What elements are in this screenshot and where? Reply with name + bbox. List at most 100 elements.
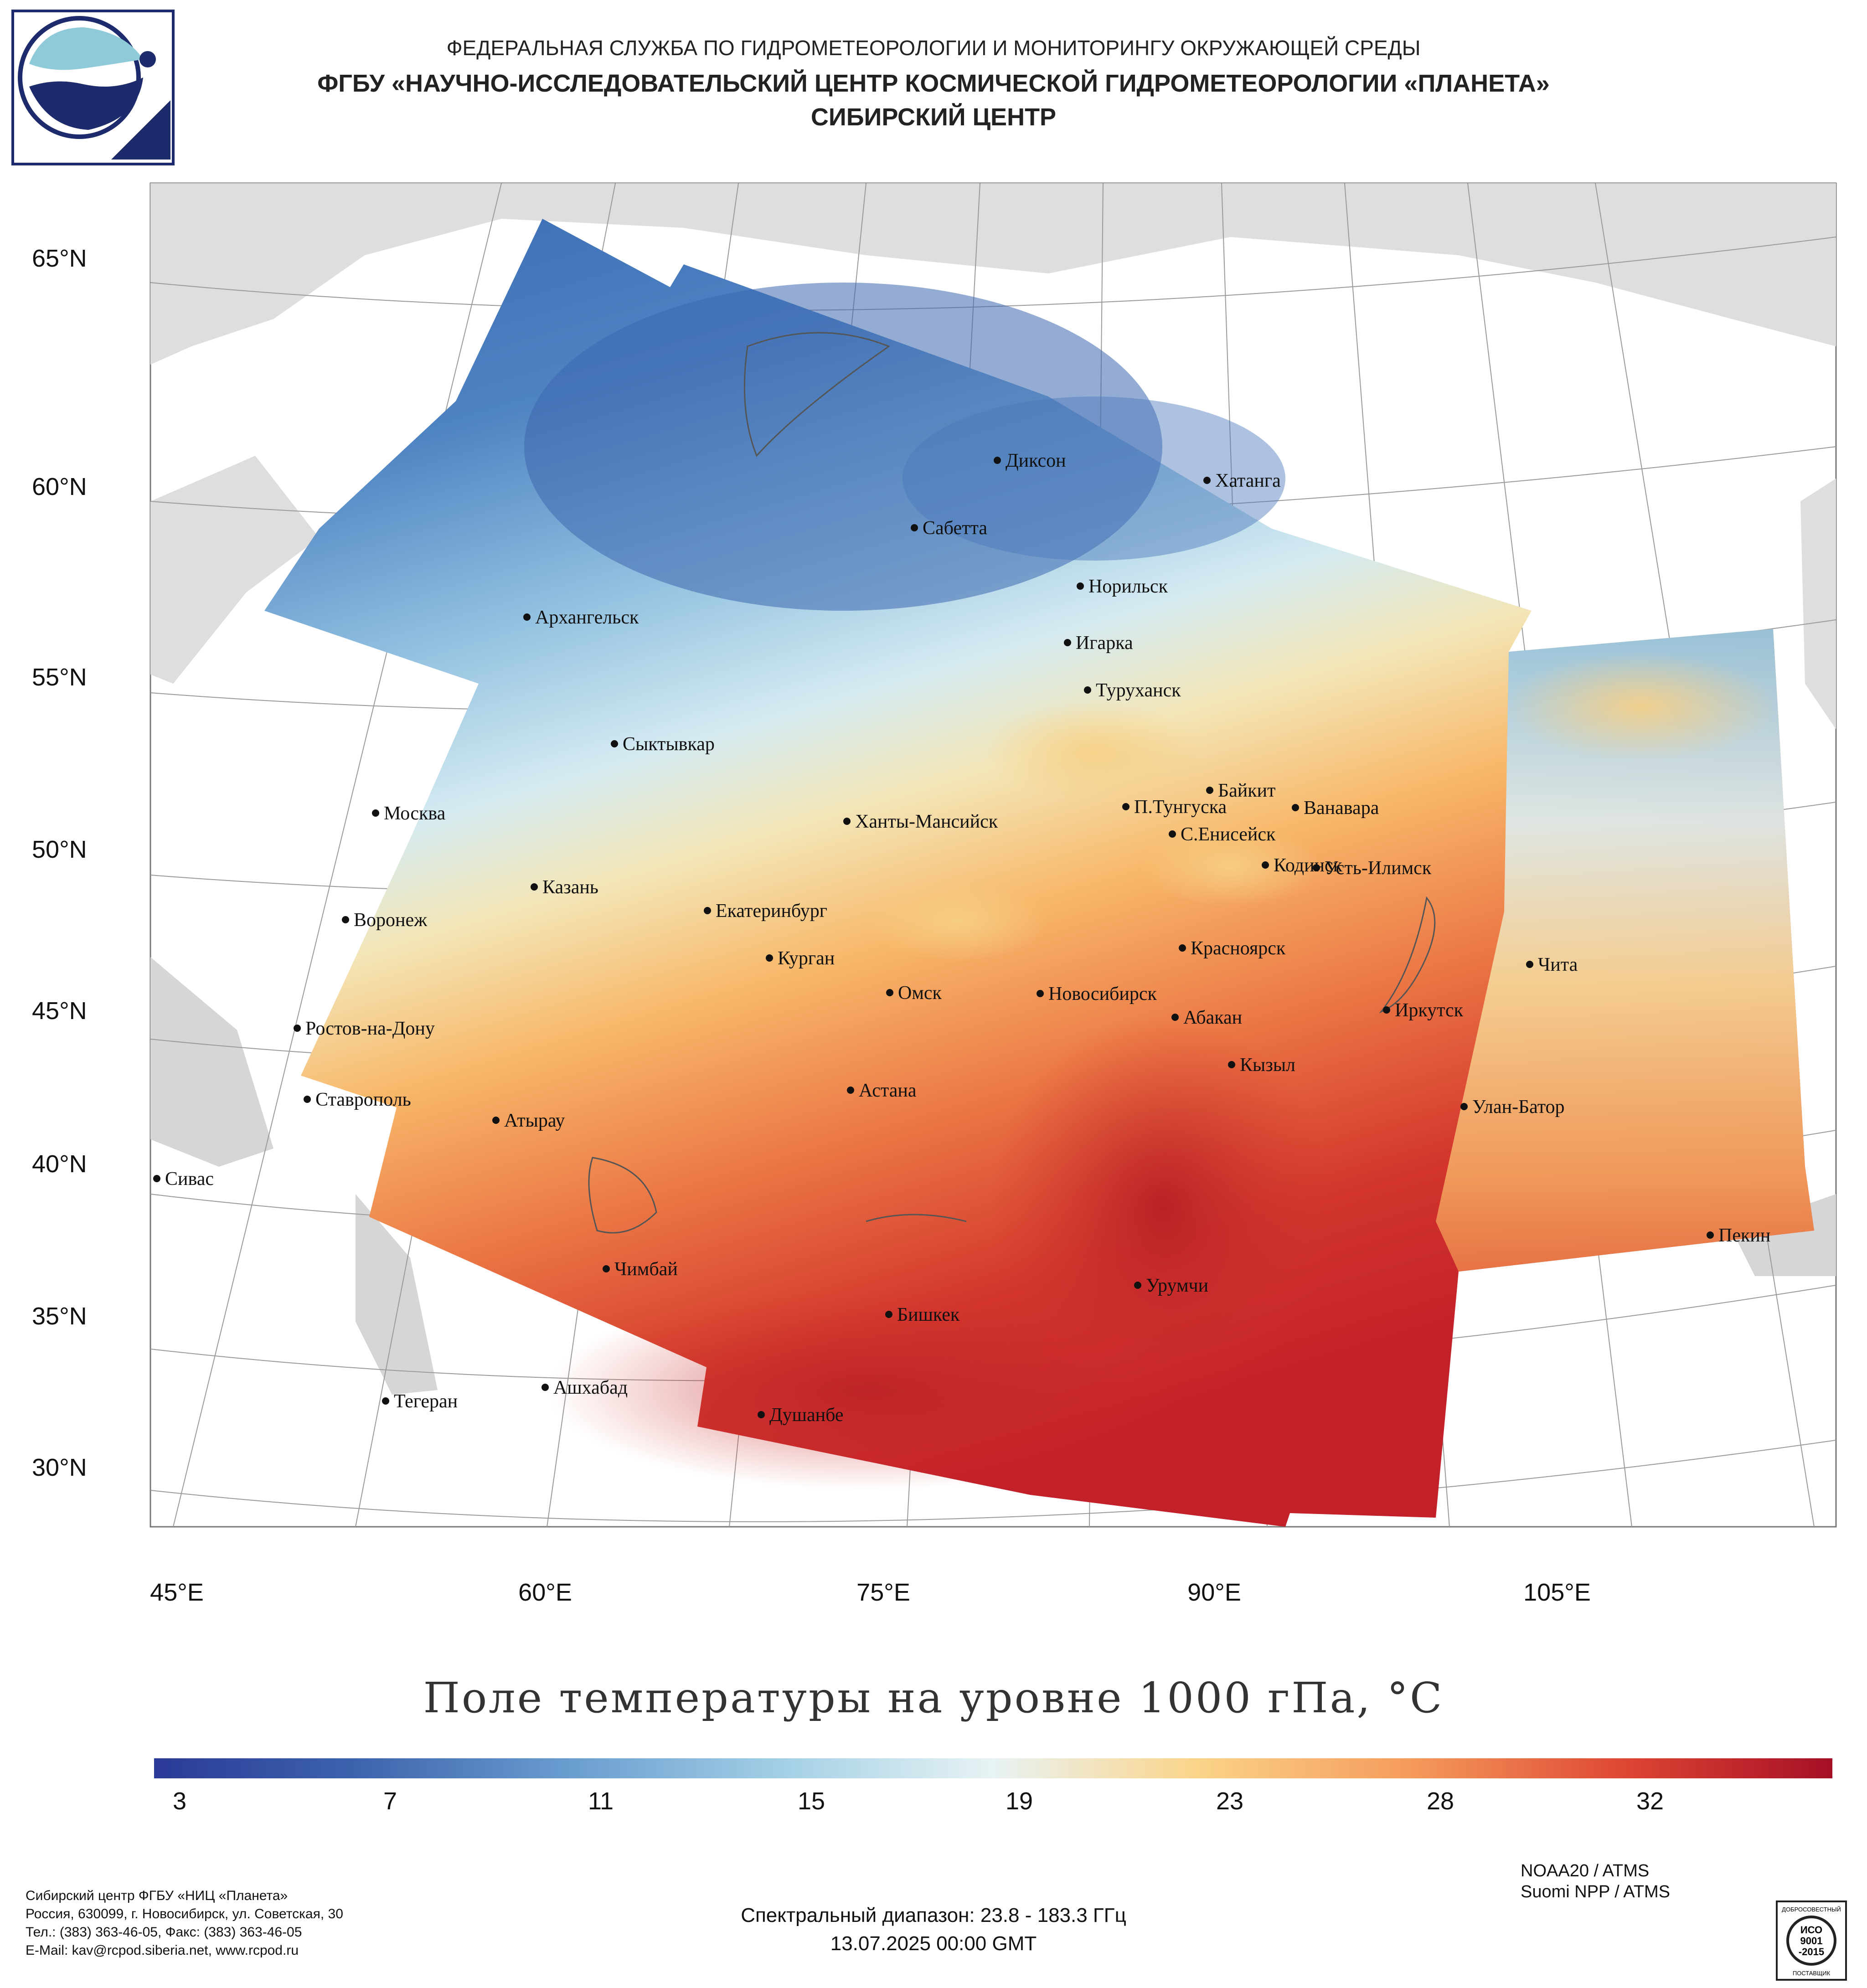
city-abakan: Абакан xyxy=(1171,1007,1242,1028)
city-krasnoyarsk: Красноярск xyxy=(1179,938,1286,959)
colorbar-tick: 7 xyxy=(383,1787,397,1815)
lat-label: 65°N xyxy=(32,245,87,272)
colorbar-tick: 32 xyxy=(1636,1787,1664,1815)
lon-label: 75°E xyxy=(856,1579,910,1606)
lat-label: 55°N xyxy=(32,664,87,691)
lat-label: 35°N xyxy=(32,1303,87,1330)
svg-text:Сыктывкар: Сыктывкар xyxy=(623,734,715,755)
arctic-land xyxy=(150,183,1836,365)
svg-text:Улан-Батор: Улан-Батор xyxy=(1472,1097,1565,1118)
city-chimbay: Чимбай xyxy=(603,1259,678,1280)
svg-text:Пекин: Пекин xyxy=(1718,1225,1770,1246)
svg-text:Ванавара: Ванавара xyxy=(1304,798,1379,819)
hot-spot xyxy=(989,1016,1336,1399)
city-kyzyl: Кызыл xyxy=(1228,1055,1295,1076)
svg-text:9001: 9001 xyxy=(1800,1935,1823,1947)
city-markers: Диксон Хатанга Сабетта Норильск Архангел… xyxy=(153,450,1770,1426)
city-beijing: Пекин xyxy=(1707,1225,1770,1246)
svg-text:Диксон: Диксон xyxy=(1006,450,1066,471)
longitude-labels: 45°E 60°E 75°E 90°E 105°E xyxy=(150,1579,1591,1606)
city-arkhangelsk: Архангельск xyxy=(523,607,639,628)
city-rostov: Ростов-на-Дону xyxy=(294,1018,435,1039)
latitude-labels: 65°N 60°N 55°N 50°N 45°N 40°N 35°N 30°N xyxy=(32,245,87,1481)
lat-label: 40°N xyxy=(32,1150,87,1178)
org-name: Сибирский центр ФГБУ «НИЦ «Планета» xyxy=(26,1888,288,1903)
svg-text:Усть-Илимск: Усть-Илимск xyxy=(1325,858,1432,879)
lake-balkhash xyxy=(866,1214,967,1222)
city-kurgan: Курган xyxy=(766,948,835,969)
svg-text:Курган: Курган xyxy=(778,948,835,969)
city-vanavara: Ванавара xyxy=(1292,798,1379,819)
colorbar-tick: 11 xyxy=(588,1787,614,1815)
svg-text:ПОСТАВЩИК: ПОСТАВЩИК xyxy=(1793,1970,1831,1977)
city-ust-ilimsk: Усть-Илимск xyxy=(1313,858,1432,879)
city-voronezh: Воронеж xyxy=(342,910,428,931)
svg-text:-2015: -2015 xyxy=(1799,1946,1824,1957)
svg-text:ИСО: ИСО xyxy=(1800,1924,1822,1936)
lat-label: 50°N xyxy=(32,836,87,863)
city-sivas: Сивас xyxy=(153,1169,214,1190)
organization-contacts: Сибирский центр ФГБУ «НИЦ «Планета» Росс… xyxy=(26,1887,343,1960)
city-moscow: Москва xyxy=(372,803,446,824)
colorbar: 3 7 11 15 19 23 28 32 xyxy=(154,1758,1832,1815)
product-info: Спектральный диапазон: 23.8 - 183.3 ГГц … xyxy=(0,1901,1867,1958)
planeta-logo xyxy=(11,10,175,165)
svg-text:Атырау: Атырау xyxy=(504,1110,565,1131)
svg-text:Хатанга: Хатанга xyxy=(1215,470,1281,491)
colorbar-tick: 3 xyxy=(173,1787,186,1815)
svg-text:Чимбай: Чимбай xyxy=(614,1259,678,1280)
lat-label: 60°N xyxy=(32,473,87,500)
city-omsk: Омск xyxy=(886,983,942,1004)
city-tehran: Тегеран xyxy=(382,1391,458,1412)
caspian-sea xyxy=(356,1194,438,1395)
svg-text:Чита: Чита xyxy=(1538,954,1578,975)
colorbar-tick: 23 xyxy=(1216,1787,1243,1815)
city-irkutsk: Иркутск xyxy=(1383,1000,1464,1021)
colorbar-gradient xyxy=(154,1758,1832,1778)
svg-text:Кодинск: Кодинск xyxy=(1274,855,1343,876)
lon-label: 45°E xyxy=(150,1579,204,1606)
svg-text:Ханты-Мансийск: Ханты-Мансийск xyxy=(855,811,998,832)
header-center: СИБИРСКИЙ ЦЕНТР xyxy=(810,103,1057,131)
spectral-range: Спектральный диапазон: 23.8 - 183.3 ГГц xyxy=(741,1904,1126,1926)
kamchatka-land xyxy=(1800,479,1836,729)
map-title: Поле температуры на уровне 1000 гПа, °C xyxy=(423,1674,1444,1722)
svg-text:Новосибирск: Новосибирск xyxy=(1048,984,1157,1004)
temperature-map: 65°N 60°N 55°N 50°N 45°N 40°N 35°N 30°N … xyxy=(32,182,1837,1606)
svg-text:Сабетта: Сабетта xyxy=(923,518,987,539)
city-s-yeniseysk: С.Енисейск xyxy=(1169,824,1276,845)
header-institute: ФГБУ «НАУЧНО-ИССЛЕДОВАТЕЛЬСКИЙ ЦЕНТР КОС… xyxy=(317,70,1550,97)
svg-text:Бишкек: Бишкек xyxy=(897,1304,960,1325)
colorbar-tick: 19 xyxy=(1006,1787,1033,1815)
instruments: NOAA20 / ATMS Suomi NPP / ATMS xyxy=(1521,1860,1670,1902)
instrument-snpp: Suomi NPP / ATMS xyxy=(1521,1882,1671,1901)
svg-text:Душанбе: Душанбе xyxy=(769,1405,844,1426)
instrument-noaa20: NOAA20 / ATMS xyxy=(1521,1861,1650,1880)
svg-text:Урумчи: Урумчи xyxy=(1146,1275,1208,1296)
city-dushanbe: Душанбе xyxy=(758,1405,844,1426)
svg-text:Игарка: Игарка xyxy=(1076,633,1133,654)
city-khanty-mansiysk: Ханты-Мансийск xyxy=(843,811,998,832)
svg-text:С.Енисейск: С.Енисейск xyxy=(1181,824,1276,845)
svg-text:Астана: Астана xyxy=(859,1080,917,1101)
city-ashgabat: Ашхабад xyxy=(542,1377,628,1398)
svg-text:Сивас: Сивас xyxy=(165,1169,214,1190)
city-yekaterinburg: Екатеринбург xyxy=(704,901,827,922)
svg-text:Москва: Москва xyxy=(384,803,446,824)
city-p-tunguska: П.Тунгуска xyxy=(1122,797,1227,818)
svg-text:Ставрополь: Ставрополь xyxy=(315,1089,411,1110)
aral-sea xyxy=(588,1157,657,1234)
svg-text:Тегеран: Тегеран xyxy=(394,1391,458,1412)
org-address: Россия, 630099, г. Новосибирск, ул. Сове… xyxy=(26,1906,343,1921)
city-igarka: Игарка xyxy=(1064,633,1133,654)
city-urumqi: Урумчи xyxy=(1134,1275,1208,1296)
svg-text:Казань: Казань xyxy=(542,877,598,898)
city-turukhansk: Туруханск xyxy=(1084,680,1181,701)
header-agency: ФЕДЕРАЛЬНАЯ СЛУЖБА ПО ГИДРОМЕТЕОРОЛОГИИ … xyxy=(446,36,1421,60)
lon-label: 90°E xyxy=(1187,1579,1241,1606)
city-baykit: Байкит xyxy=(1206,780,1275,801)
city-ulan-bator: Улан-Батор xyxy=(1460,1097,1565,1118)
city-kodinsk: Кодинск xyxy=(1262,855,1343,876)
svg-text:Екатеринбург: Екатеринбург xyxy=(716,901,827,922)
svg-text:Ростов-на-Дону: Ростов-на-Дону xyxy=(305,1018,435,1039)
